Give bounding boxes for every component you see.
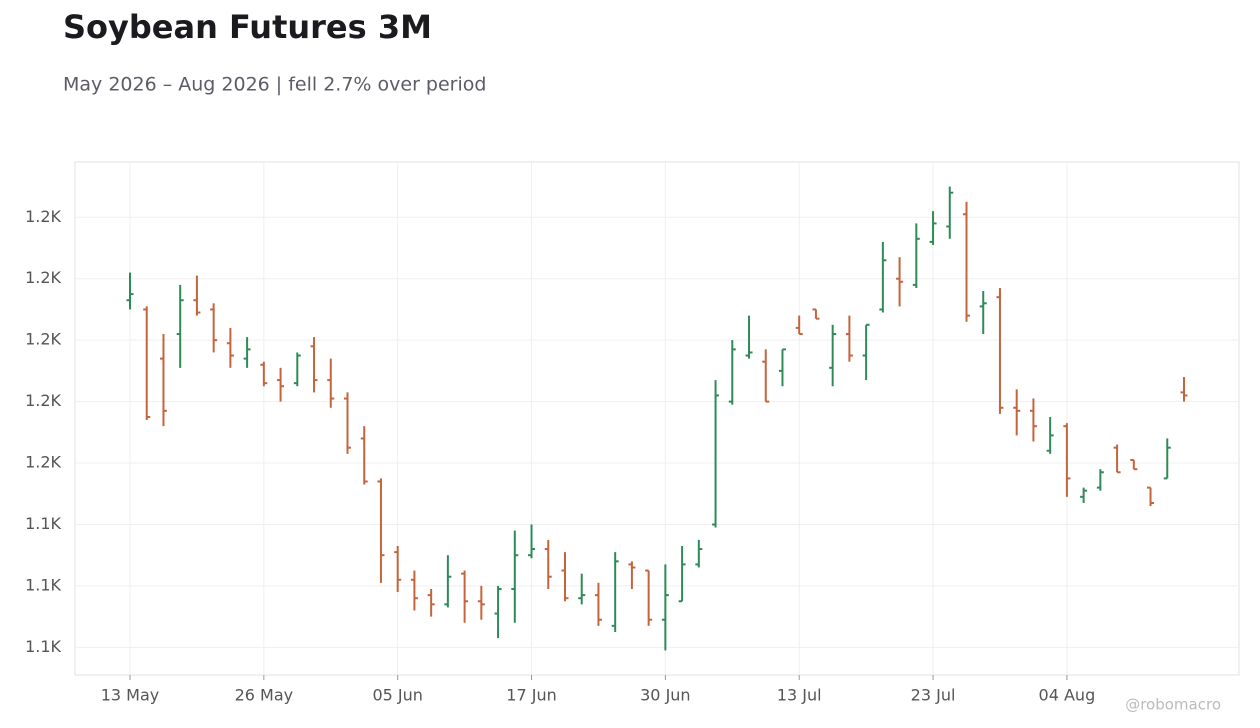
y-tick-label: 1.2K [25, 268, 61, 287]
y-tick-label: 1.1K [25, 575, 61, 594]
y-tick-label: 1.1K [25, 514, 61, 533]
x-tick-label: 30 Jun [640, 686, 690, 705]
y-tick-label: 1.2K [25, 330, 61, 349]
y-tick-label: 1.2K [25, 453, 61, 472]
x-tick-label: 13 May [101, 686, 160, 705]
x-tick-label: 13 Jul [777, 686, 822, 705]
x-tick-label: 26 May [235, 686, 294, 705]
x-tick-label: 04 Aug [1039, 686, 1096, 705]
y-tick-label: 1.2K [25, 391, 61, 410]
x-tick-label: 05 Jun [372, 686, 422, 705]
y-tick-label: 1.1K [25, 637, 61, 656]
plot-frame [74, 161, 1240, 676]
x-tick-label: 17 Jun [506, 686, 556, 705]
y-tick-label: 1.2K [25, 207, 61, 226]
chart-title: Soybean Futures 3M [63, 8, 432, 46]
chart-subtitle: May 2026 – Aug 2026 | fell 2.7% over per… [63, 74, 486, 96]
x-tick-label: 23 Jul [911, 686, 956, 705]
watermark: @robomacro [1125, 696, 1221, 714]
